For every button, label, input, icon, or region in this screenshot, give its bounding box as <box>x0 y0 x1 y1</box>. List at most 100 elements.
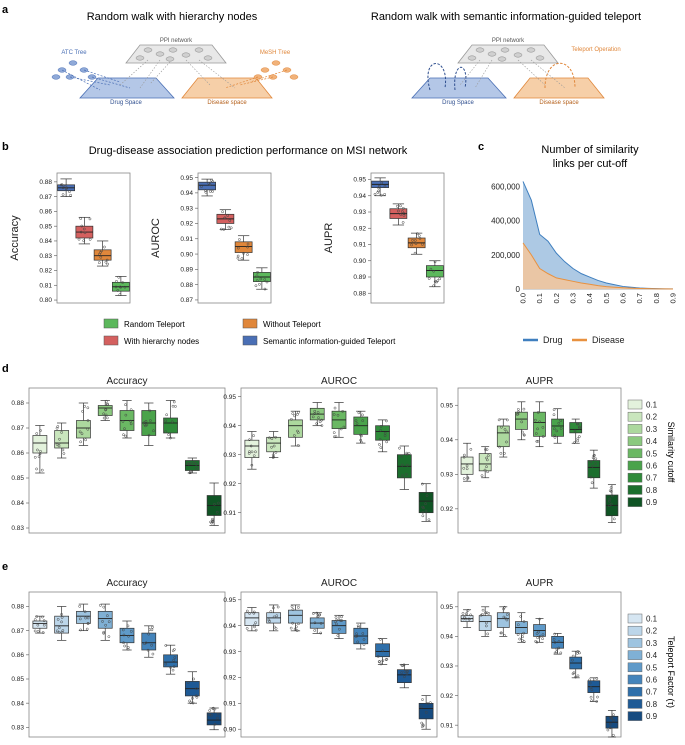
data-point <box>505 418 509 422</box>
y-tick-label: 0.92 <box>353 225 366 232</box>
data-point <box>256 270 259 274</box>
data-point <box>421 243 424 246</box>
data-point <box>516 633 520 636</box>
data-point <box>612 733 615 737</box>
y-tick-label: 0.90 <box>180 251 193 258</box>
data-point <box>486 632 490 636</box>
data-point <box>57 444 61 448</box>
data-point <box>149 419 152 422</box>
data-point <box>421 514 425 518</box>
y-tick-label: 0.95 <box>353 177 366 184</box>
data-point <box>355 632 358 636</box>
y-tick-label: 0.85 <box>11 475 24 482</box>
data-point <box>432 269 435 273</box>
data-point <box>291 621 294 625</box>
data-point <box>484 611 487 615</box>
data-point <box>609 502 613 506</box>
data-point <box>333 406 337 410</box>
data-point <box>60 616 64 619</box>
data-point <box>316 411 320 414</box>
drug-teleport-arcs <box>427 63 467 91</box>
mesh-links <box>224 69 288 89</box>
data-point <box>88 217 92 221</box>
data-point <box>317 613 321 617</box>
data-point <box>41 615 44 619</box>
y-tick-label: 0.82 <box>39 268 52 275</box>
panel-e-letter: e <box>2 561 8 573</box>
data-point <box>268 436 271 440</box>
chart-e-accuracy: 0.83 0.84 0.85 0.86 0.87 0.88 Accuracy <box>11 578 226 738</box>
legend-swatch-0.8 <box>627 485 643 495</box>
data-point <box>537 630 540 634</box>
mesh-tree-label: MeSH Tree <box>260 50 291 56</box>
data-point <box>122 433 125 437</box>
data-point <box>78 617 82 621</box>
legend-item-0.5: 0.5 <box>646 663 658 672</box>
y-tick-label: 0.93 <box>440 472 453 479</box>
data-point <box>271 606 275 610</box>
data-point <box>535 440 539 443</box>
data-point <box>80 432 84 436</box>
data-point <box>99 603 102 607</box>
data-point <box>359 433 362 437</box>
box-1 <box>32 620 48 629</box>
y-tick-label: 0.95 <box>440 604 453 611</box>
data-point <box>250 450 254 454</box>
data-point <box>84 616 88 620</box>
data-point <box>405 672 409 676</box>
data-point <box>171 649 175 653</box>
data-point <box>121 420 125 423</box>
data-point <box>193 461 196 465</box>
data-point <box>172 400 176 404</box>
chart-d-accuracy: 0.83 0.84 0.85 0.86 0.87 0.88 Accuracy <box>11 376 226 534</box>
data-point <box>503 452 506 455</box>
y-axis-label: Accuracy <box>9 215 21 261</box>
data-point <box>535 632 539 635</box>
data-point <box>410 243 413 247</box>
data-point <box>275 614 279 618</box>
panel-a-title-left: Random walk with hierarchy nodes <box>87 11 258 23</box>
y-tick-label: 0.93 <box>223 452 236 459</box>
legend-item-0.7: 0.7 <box>646 474 658 483</box>
data-point <box>295 413 299 416</box>
data-point <box>104 413 108 417</box>
data-point <box>146 648 150 652</box>
data-point <box>591 464 594 468</box>
data-point <box>379 662 383 666</box>
data-point <box>399 204 402 208</box>
data-point <box>105 258 109 262</box>
data-point <box>126 647 130 651</box>
data-point <box>81 410 84 413</box>
data-point <box>515 413 519 416</box>
x-tick-label: 0.9 <box>669 293 678 303</box>
chart-e-auroc: 0.90 0.91 0.92 0.93 0.94 0.95 AUROC <box>223 578 438 738</box>
x-tick-label: 0.2 <box>552 293 561 303</box>
data-point <box>80 224 84 228</box>
data-point <box>383 431 387 435</box>
data-point <box>223 216 227 220</box>
data-point <box>36 630 40 633</box>
data-point <box>268 620 271 623</box>
legend-item-0.4: 0.4 <box>646 437 658 446</box>
hierarchy-schematic: PPI network Drug Space Disease space ATC… <box>51 38 299 106</box>
y-tick-label: 0.94 <box>223 423 236 430</box>
data-point <box>541 637 544 641</box>
legend-swatch-semantic <box>242 335 258 346</box>
drug-space-label-right: Drug Space <box>442 100 474 106</box>
data-point <box>189 469 192 473</box>
data-point <box>60 613 63 616</box>
data-point <box>63 184 67 188</box>
panel-e-legend: 0.1 0.2 0.3 0.4 0.5 0.6 0.7 0.8 0.9 <box>627 613 658 721</box>
data-point <box>559 427 563 430</box>
data-point <box>35 467 38 471</box>
data-point <box>354 635 358 638</box>
data-point <box>297 606 300 609</box>
data-point <box>466 476 470 480</box>
data-point <box>172 665 176 669</box>
data-point <box>424 502 427 506</box>
data-point <box>61 448 65 452</box>
y-tick-label: 0.87 <box>180 297 193 304</box>
data-point <box>610 494 614 498</box>
data-point <box>121 628 125 632</box>
box-3 <box>76 610 91 624</box>
